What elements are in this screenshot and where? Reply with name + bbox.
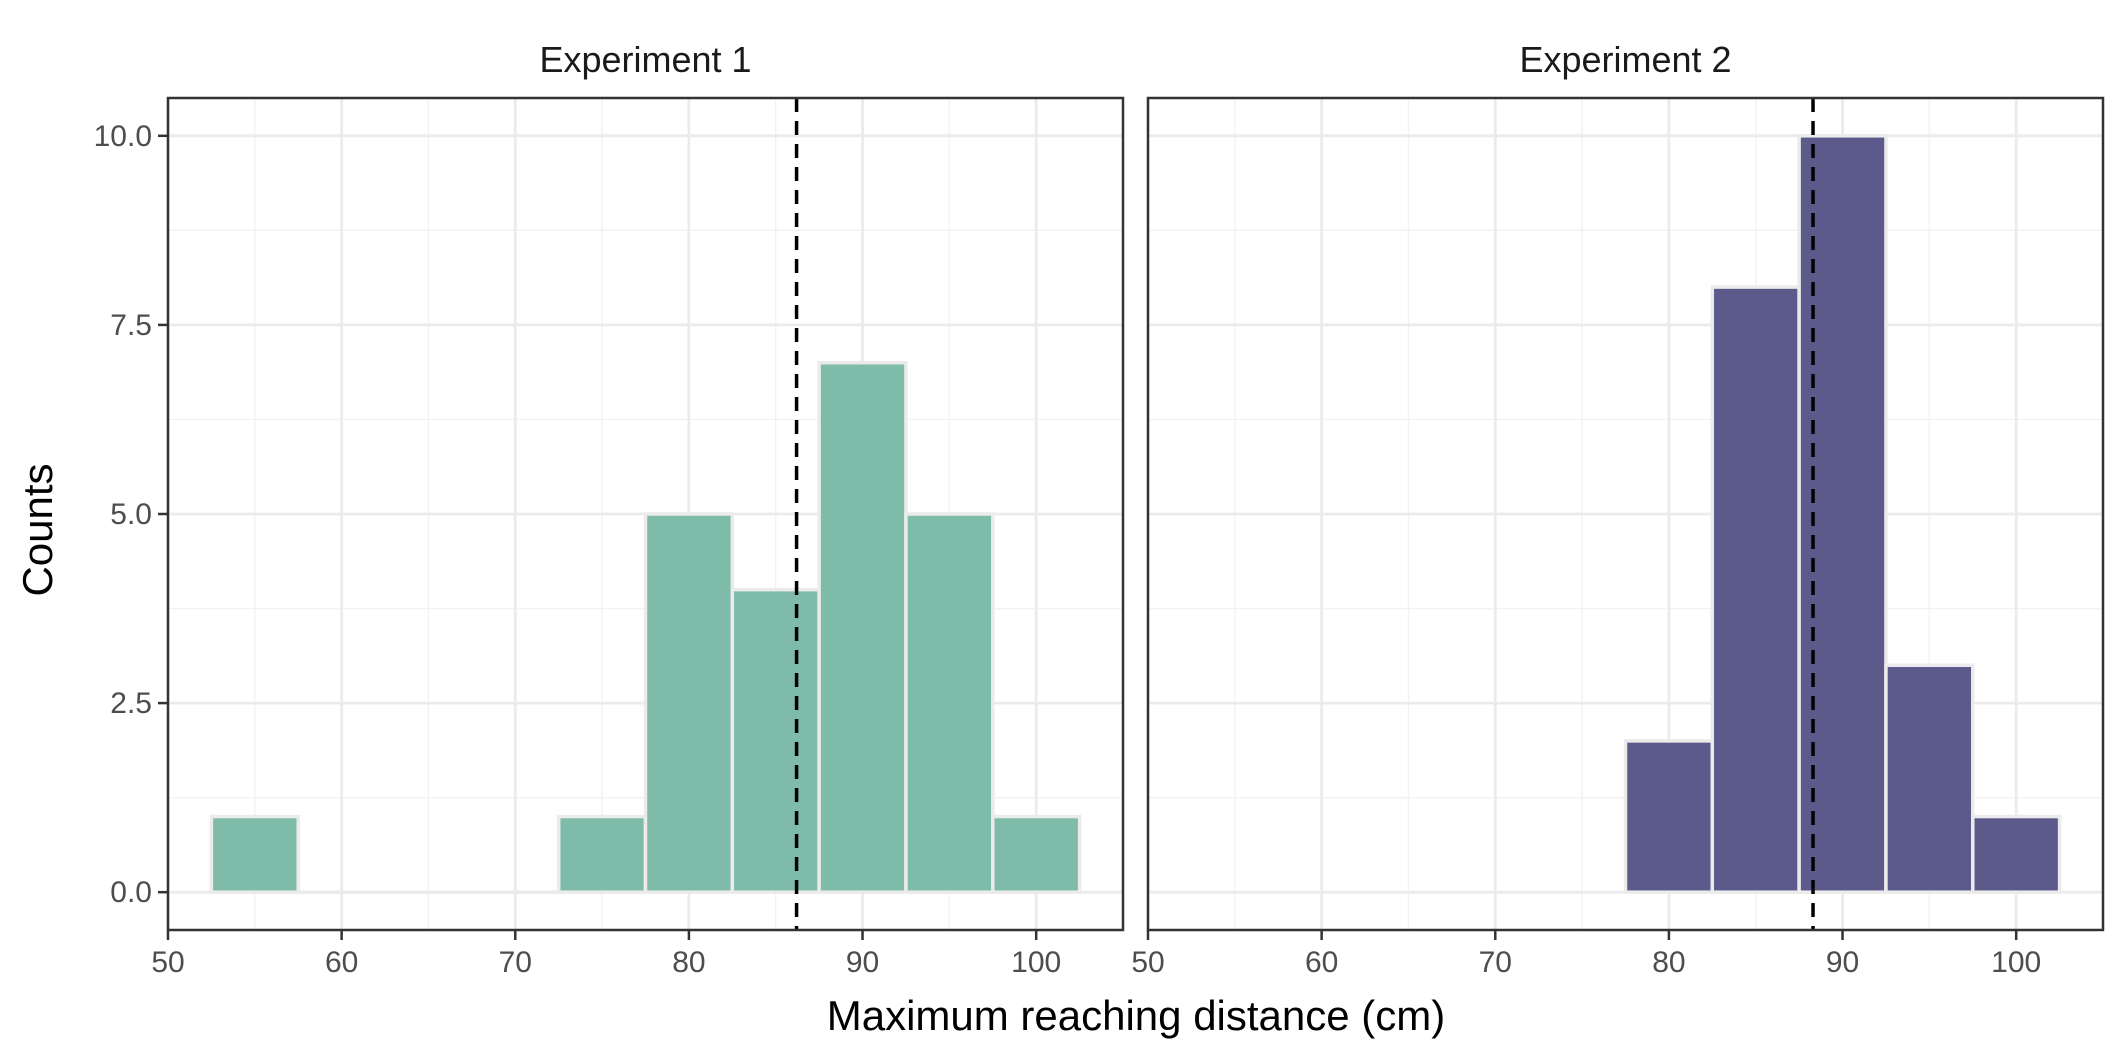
x-tick-label: 70 (499, 946, 532, 979)
y-tick-label: 10.0 (94, 120, 152, 153)
x-tick-label: 80 (1652, 946, 1685, 979)
x-tick-label: 90 (846, 946, 879, 979)
histogram-bar (991, 814, 1082, 894)
facet-title: Experiment 1 (539, 39, 751, 80)
x-axis-title: Maximum reaching distance (cm) (827, 992, 1446, 1039)
histogram-bar (1710, 285, 1801, 894)
y-tick-label: 7.5 (110, 309, 152, 342)
x-tick-label: 50 (1131, 946, 1164, 979)
facet-panel-2: Experiment 2 50 60 70 80 90 100 (1131, 39, 2105, 979)
y-tick-label: 2.5 (110, 687, 152, 720)
x-tick-label: 80 (672, 946, 705, 979)
y-axis-title: Counts (14, 463, 61, 596)
histogram-bar (1623, 739, 1715, 894)
histogram-bar (643, 512, 735, 894)
x-tick-label: 90 (1826, 946, 1859, 979)
x-tick-label: 70 (1479, 946, 1512, 979)
histogram-bar (730, 587, 821, 894)
panel-border (1146, 96, 2105, 932)
x-tick-label: 50 (151, 946, 184, 979)
x-tick-label: 60 (325, 946, 358, 979)
histogram-bar (904, 512, 995, 894)
x-tick-label: 100 (1011, 946, 1061, 979)
histogram-bar (1971, 814, 2062, 894)
histogram-bar (817, 360, 908, 894)
x-tick-label: 100 (1991, 946, 2041, 979)
x-tick-label: 60 (1305, 946, 1338, 979)
histogram-bar (209, 814, 300, 894)
facet-panel-1: Experiment 1 50 60 70 80 90 100 0.0 2.5 5.0 7.5 10.… (94, 39, 1125, 979)
histogram-bar (556, 814, 648, 894)
facet-title: Experiment 2 (1519, 39, 1731, 80)
y-tick-label: 0.0 (110, 876, 152, 909)
y-tick-label: 5.0 (110, 498, 152, 531)
histogram-bar (1884, 663, 1975, 894)
facet-panels: Experiment 1 50 60 70 80 90 100 0.0 2.5 5.0 7.5 10.… (94, 39, 2105, 979)
